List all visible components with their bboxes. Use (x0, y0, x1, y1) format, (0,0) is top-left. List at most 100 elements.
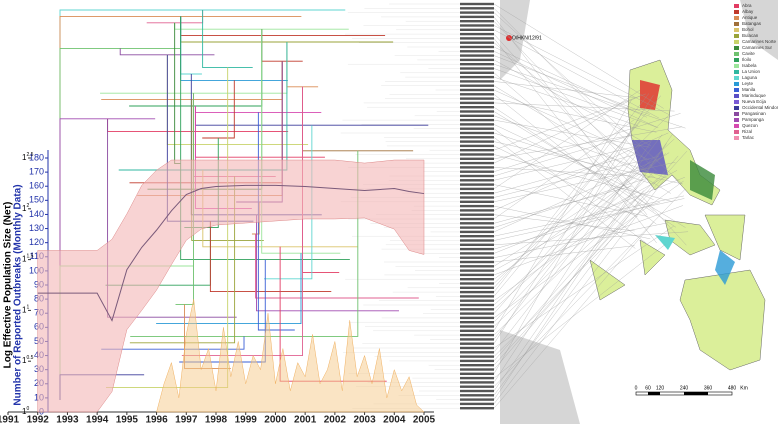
map-link (493, 33, 687, 246)
map-link (493, 167, 632, 177)
legend-label: Camarines Sur (742, 45, 773, 50)
legend-label: Quezon (742, 123, 758, 128)
taxon-label-placeholder (460, 187, 494, 191)
taxon-label-placeholder (460, 235, 494, 238)
x-tick-label: 2005 (413, 415, 436, 424)
taxon-label-placeholder (460, 252, 494, 255)
taxon-label-placeholder (460, 385, 494, 388)
taxon-label-placeholder (460, 54, 494, 57)
taxon-label-placeholder (460, 333, 494, 337)
legend-label: Leyte (742, 81, 754, 86)
taxon-label-placeholder (460, 269, 494, 272)
y-tick-label: 130 (29, 223, 44, 233)
map-link (493, 178, 658, 336)
taxon-label-placeholder (460, 192, 494, 195)
taxon-label-placeholder (460, 75, 494, 79)
map-link (493, 89, 650, 161)
scale-label: 0 (635, 385, 638, 391)
map-link (493, 119, 635, 220)
taxon-label-placeholder (460, 321, 494, 324)
taxon-label-placeholder (460, 299, 494, 302)
map-link (493, 154, 637, 340)
taxon-label-placeholder (460, 7, 494, 10)
map-link (493, 245, 635, 263)
taxon-label-placeholder (460, 402, 494, 406)
x-tick-label: 2000 (264, 415, 287, 424)
legend-label: Bohol (742, 27, 754, 32)
map-link (493, 134, 673, 392)
legend-swatch (734, 28, 739, 32)
legend-swatch (734, 94, 739, 98)
map-link (493, 143, 667, 400)
y2-tick-base: 1 (22, 204, 27, 213)
map-link (493, 205, 683, 276)
scale-label: 60 (645, 385, 651, 391)
legend-label: Pampanga (742, 117, 764, 122)
map-link (493, 59, 652, 147)
map-link (493, 42, 656, 179)
taxon-label-placeholder (460, 376, 494, 380)
map-link (493, 203, 639, 396)
y-tick-label: 150 (29, 195, 44, 205)
map-link (493, 154, 636, 194)
taxon-label-placeholder (460, 243, 494, 246)
taxon-label-placeholder (460, 123, 494, 126)
tree-branch (129, 176, 236, 344)
legend-swatch (734, 136, 739, 140)
taxon-label-placeholder (460, 303, 494, 307)
legend-swatch (734, 4, 739, 8)
legend-swatch (734, 100, 739, 104)
taxon-label-placeholder (460, 118, 494, 122)
taxon-label-placeholder (460, 174, 494, 178)
legend-swatch (734, 112, 739, 116)
legend-label: Occidental Mindoro (742, 105, 778, 110)
taxon-label-placeholder (460, 282, 494, 285)
tree-branch (286, 42, 319, 88)
taxon-label-placeholder (460, 20, 494, 23)
legend-swatch (734, 22, 739, 26)
map-link (493, 8, 657, 172)
map-link (493, 157, 662, 233)
y-tick-label: 100 (29, 265, 44, 275)
map-link (493, 99, 632, 331)
taxon-label-placeholder (460, 67, 494, 70)
legend-swatch (734, 46, 739, 50)
map-link (493, 124, 654, 200)
legend-label: Pangasinan (742, 111, 766, 116)
land-mass (500, 0, 530, 80)
taxon-label-placeholder (460, 338, 494, 341)
taxon-label-placeholder (460, 166, 494, 169)
taxon-label-placeholder (460, 273, 494, 277)
taxon-label-placeholder (460, 144, 494, 148)
map-link (493, 151, 687, 366)
scale-label: 480 (728, 385, 737, 391)
taxon-label-placeholder (460, 196, 494, 199)
x-tick-label: 2002 (324, 415, 347, 424)
y2-tick-label: 11.5 (22, 254, 34, 264)
taxon-label-placeholder (460, 153, 494, 156)
legend-label: Antique (742, 15, 758, 20)
map-link (493, 180, 684, 319)
taxon-label-placeholder (460, 398, 494, 401)
map-link (493, 114, 670, 284)
taxon-label-placeholder (460, 256, 494, 259)
y-tick-label: 110 (30, 251, 44, 261)
x-tick-label: 2004 (383, 415, 406, 424)
taxon-label-placeholder (460, 372, 494, 375)
taxon-label-placeholder (460, 239, 494, 242)
taxon-label-placeholder (460, 200, 494, 203)
legend-label: Iloilo (742, 57, 752, 62)
taxon-label-placeholder (460, 114, 494, 117)
map-link (493, 244, 666, 379)
taxon-label-placeholder (460, 136, 494, 139)
legend-swatch (734, 88, 739, 92)
y2-tick-base: 1 (22, 306, 27, 315)
tree-branch (119, 48, 215, 56)
map-link (493, 180, 664, 404)
y2-tick-label: 11 (22, 305, 29, 315)
y2-tick-exp: 0.5 (26, 356, 33, 362)
scale-label: Km (740, 385, 748, 391)
map-link (493, 29, 660, 119)
scale-label: 360 (704, 385, 713, 391)
